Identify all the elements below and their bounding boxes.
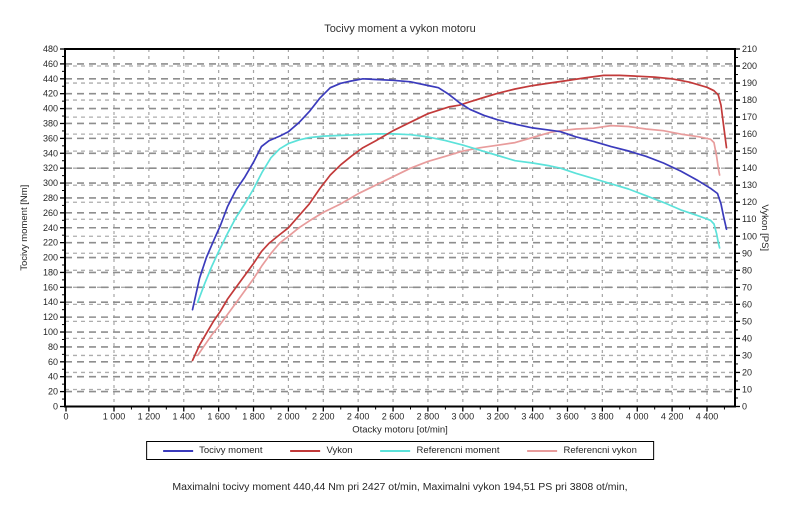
dyno-chart-svg: 0 1 000 1 200 1 400 1 600 1 800 2 000 2 200 2 40… [19, 44, 770, 436]
svg-text:70: 70 [742, 282, 752, 292]
svg-text:90: 90 [742, 248, 752, 258]
svg-text:2 600: 2 600 [382, 412, 405, 422]
svg-text:160: 160 [742, 129, 757, 139]
svg-text:20: 20 [48, 387, 58, 397]
svg-text:80: 80 [742, 265, 752, 275]
svg-text:60: 60 [48, 357, 58, 367]
svg-text:280: 280 [43, 193, 58, 203]
y-right-tick-labels: 0 10 20 30 40 50 60 70 80 90 100 110 120 130 140 150 160… [742, 44, 757, 412]
series-line-referencni-vykon [196, 124, 721, 357]
svg-text:160: 160 [43, 282, 58, 292]
svg-text:20: 20 [742, 367, 752, 377]
legend-label-vykon: Vykon [326, 445, 353, 456]
svg-text:200: 200 [43, 253, 58, 263]
svg-text:120: 120 [43, 312, 58, 322]
legend: Tocivy moment Vykon Referencni moment Refer… [146, 441, 654, 460]
svg-text:150: 150 [742, 146, 757, 156]
svg-text:4 400: 4 400 [696, 412, 719, 422]
plot-frame [64, 48, 736, 408]
svg-text:3 400: 3 400 [521, 412, 544, 422]
svg-text:1 800: 1 800 [242, 412, 265, 422]
svg-text:320: 320 [43, 163, 58, 173]
svg-text:260: 260 [43, 208, 58, 218]
axis-title-left: Tocivy moment [Nm] [19, 185, 30, 271]
svg-text:50: 50 [742, 316, 752, 326]
y-left-tick-labels: 0 20 40 60 80 100 120 140 160 180 200 220 240 260 280 3… [43, 44, 58, 412]
series-line-vykon [191, 74, 728, 362]
svg-text:460: 460 [43, 59, 58, 69]
grid-right-axis [65, 48, 735, 391]
legend-item-tocivy-moment: Tocivy moment [163, 445, 262, 456]
legend-item-referencni-moment: Referencni moment [380, 445, 500, 456]
svg-text:380: 380 [43, 118, 58, 128]
svg-text:220: 220 [43, 238, 58, 248]
x-axis-title: Otacky motoru [ot/min] [352, 425, 448, 436]
legend-swatch-referencni-vykon [527, 449, 558, 452]
svg-text:180: 180 [742, 95, 757, 105]
legend-swatch-tocivy-moment [163, 449, 194, 452]
legend-item-vykon: Vykon [290, 445, 353, 456]
svg-text:1 400: 1 400 [172, 412, 195, 422]
svg-text:100: 100 [742, 231, 757, 241]
svg-text:0: 0 [742, 402, 747, 412]
legend-swatch-vykon [290, 449, 321, 452]
svg-text:400: 400 [43, 104, 58, 114]
svg-text:40: 40 [48, 372, 58, 382]
svg-text:4 200: 4 200 [661, 412, 684, 422]
axis-title-right: Vykon [PS] [759, 204, 770, 251]
svg-text:300: 300 [43, 178, 58, 188]
svg-text:3 000: 3 000 [452, 412, 475, 422]
svg-text:1 000: 1 000 [103, 412, 126, 422]
svg-text:80: 80 [48, 342, 58, 352]
svg-text:3 200: 3 200 [486, 412, 509, 422]
svg-text:140: 140 [43, 297, 58, 307]
svg-text:0: 0 [53, 402, 58, 412]
x-tick-labels: 0 1 000 1 200 1 400 1 600 1 800 2 000 2 200 2 40… [63, 412, 718, 422]
svg-text:2 000: 2 000 [277, 412, 300, 422]
svg-text:340: 340 [43, 148, 58, 158]
legend-label-referencni-moment: Referencni moment [416, 445, 500, 456]
svg-text:190: 190 [742, 78, 757, 88]
legend-label-referencni-vykon: Referencni vykon [563, 445, 637, 456]
svg-text:360: 360 [43, 133, 58, 143]
svg-text:140: 140 [742, 163, 757, 173]
svg-text:420: 420 [43, 89, 58, 99]
svg-text:110: 110 [742, 214, 756, 224]
svg-text:1 200: 1 200 [138, 412, 161, 422]
svg-text:130: 130 [742, 180, 757, 190]
svg-text:4 000: 4 000 [626, 412, 649, 422]
svg-text:3 600: 3 600 [556, 412, 579, 422]
svg-text:170: 170 [742, 112, 757, 122]
svg-text:40: 40 [742, 333, 752, 343]
svg-text:120: 120 [742, 197, 757, 207]
svg-text:2 800: 2 800 [417, 412, 440, 422]
series-line-referencni-moment [196, 133, 721, 304]
svg-text:3 800: 3 800 [591, 412, 614, 422]
svg-text:100: 100 [43, 327, 58, 337]
svg-text:30: 30 [742, 350, 752, 360]
chart-title: Tocivy moment a vykon motoru [324, 23, 476, 35]
legend-swatch-referencni-moment [380, 449, 411, 452]
svg-text:1 600: 1 600 [207, 412, 230, 422]
svg-text:210: 210 [742, 44, 757, 54]
svg-text:2 400: 2 400 [347, 412, 370, 422]
svg-text:60: 60 [742, 299, 752, 309]
legend-item-referencni-vykon: Referencni vykon [527, 445, 637, 456]
svg-text:2 200: 2 200 [312, 412, 335, 422]
series-line-tocivy-moment [191, 77, 728, 311]
svg-text:10: 10 [742, 384, 752, 394]
svg-text:200: 200 [742, 61, 757, 71]
max-values-note: Maximalni tocivy moment 440,44 Nm pri 24… [172, 481, 628, 493]
svg-text:180: 180 [43, 267, 58, 277]
axis-ticks [60, 48, 740, 412]
svg-text:440: 440 [43, 74, 58, 84]
svg-text:0: 0 [63, 412, 68, 422]
svg-text:240: 240 [43, 223, 58, 233]
svg-text:480: 480 [43, 44, 58, 54]
legend-label-tocivy-moment: Tocivy moment [199, 445, 263, 456]
